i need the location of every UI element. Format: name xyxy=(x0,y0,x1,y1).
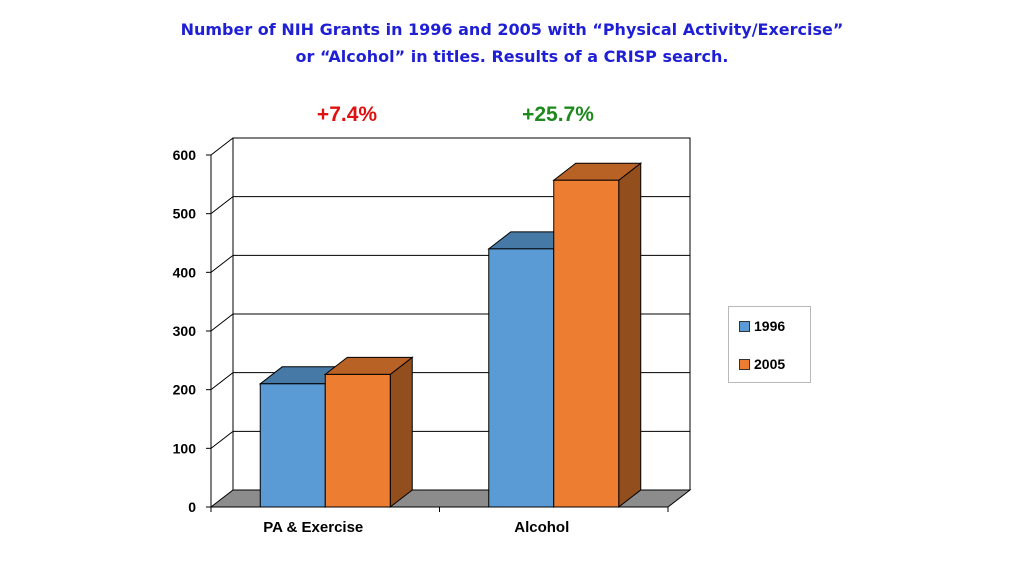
bar-2005-pa-exercise xyxy=(323,356,414,509)
bar-2005-pa-exercise-front xyxy=(324,373,391,508)
legend: 1996 2005 xyxy=(728,306,811,383)
bar-1996-alcohol-front xyxy=(488,248,555,508)
legend-item-2005: 2005 xyxy=(739,356,785,372)
y-tick-label: 300 xyxy=(173,323,197,339)
gridline xyxy=(210,137,690,156)
x-category-label: PA & Exercise xyxy=(263,519,363,536)
x-category-label: Alcohol xyxy=(514,519,569,536)
bar-1996-pa-exercise-front xyxy=(259,383,326,508)
y-tick-label: 600 xyxy=(173,147,197,163)
alcohol-change-annotation: +25.7% xyxy=(522,103,594,126)
y-tick-label: 500 xyxy=(173,206,197,222)
bar-2005-alcohol-front xyxy=(553,179,620,508)
y-tick-label: 400 xyxy=(173,264,197,280)
bars xyxy=(258,162,643,509)
legend-swatch-2005 xyxy=(739,358,750,370)
y-tick-label: 200 xyxy=(173,382,197,398)
x-axis-categories: PA & Exercise Alcohol xyxy=(263,519,569,536)
chart-title-line-2: or “Alcohol” in titles. Results of a CRI… xyxy=(295,47,729,66)
legend-label-1996: 1996 xyxy=(754,318,786,334)
chart-title-line-1: Number of NIH Grants in 1996 and 2005 wi… xyxy=(180,20,844,39)
y-tick-label: 0 xyxy=(188,499,196,515)
bar-2005-pa-exercise-side xyxy=(389,356,413,509)
legend-swatch-1996 xyxy=(739,320,750,332)
bar-2005-alcohol-side xyxy=(618,162,642,509)
y-tick-label: 100 xyxy=(173,440,197,456)
y-axis-ticks: 0 100 200 300 400 500 600 xyxy=(173,147,197,515)
legend-item-1996: 1996 xyxy=(739,318,785,334)
pa-change-annotation: +7.4% xyxy=(316,103,378,126)
legend-label-2005: 2005 xyxy=(754,356,786,372)
bar-2005-alcohol xyxy=(552,162,643,509)
chart-title: Number of NIH Grants in 1996 and 2005 wi… xyxy=(0,16,1024,70)
